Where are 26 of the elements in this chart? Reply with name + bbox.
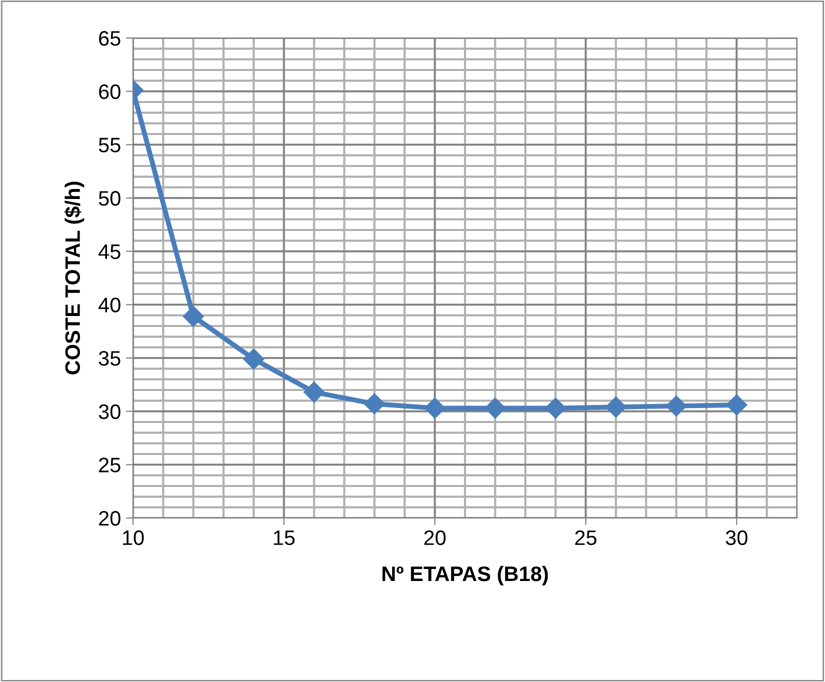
x-axis-title: Nº ETAPAS (B18) <box>382 566 548 586</box>
point <box>666 395 687 417</box>
point <box>726 394 748 416</box>
y-tick-label: 60 <box>99 84 120 100</box>
y-axis-title: COSTE TOTAL ($/h) <box>64 182 84 374</box>
y-tick-label: 20 <box>99 511 120 526</box>
point <box>243 348 264 370</box>
x-tick-label: 10 <box>123 530 144 546</box>
x-tick-label: 30 <box>726 530 748 546</box>
y-tick-label: 40 <box>98 298 120 312</box>
point <box>484 398 506 419</box>
y-tick-label: 50 <box>98 191 120 206</box>
y-tick-label: 45 <box>98 244 120 260</box>
y-tick-label: 30 <box>98 404 120 420</box>
point <box>605 396 626 418</box>
point <box>364 393 385 414</box>
point <box>182 306 204 327</box>
y-tick-label: 35 <box>98 351 120 366</box>
y-tick-label: 25 <box>99 458 120 472</box>
x-tick-label: 25 <box>575 530 596 546</box>
point <box>424 398 446 419</box>
y-tick-label: 55 <box>98 138 120 152</box>
x-tick-label: 15 <box>274 530 295 546</box>
x-tick-label: 20 <box>424 530 446 546</box>
point <box>304 382 325 403</box>
y-tick-label: 65 <box>99 31 120 46</box>
